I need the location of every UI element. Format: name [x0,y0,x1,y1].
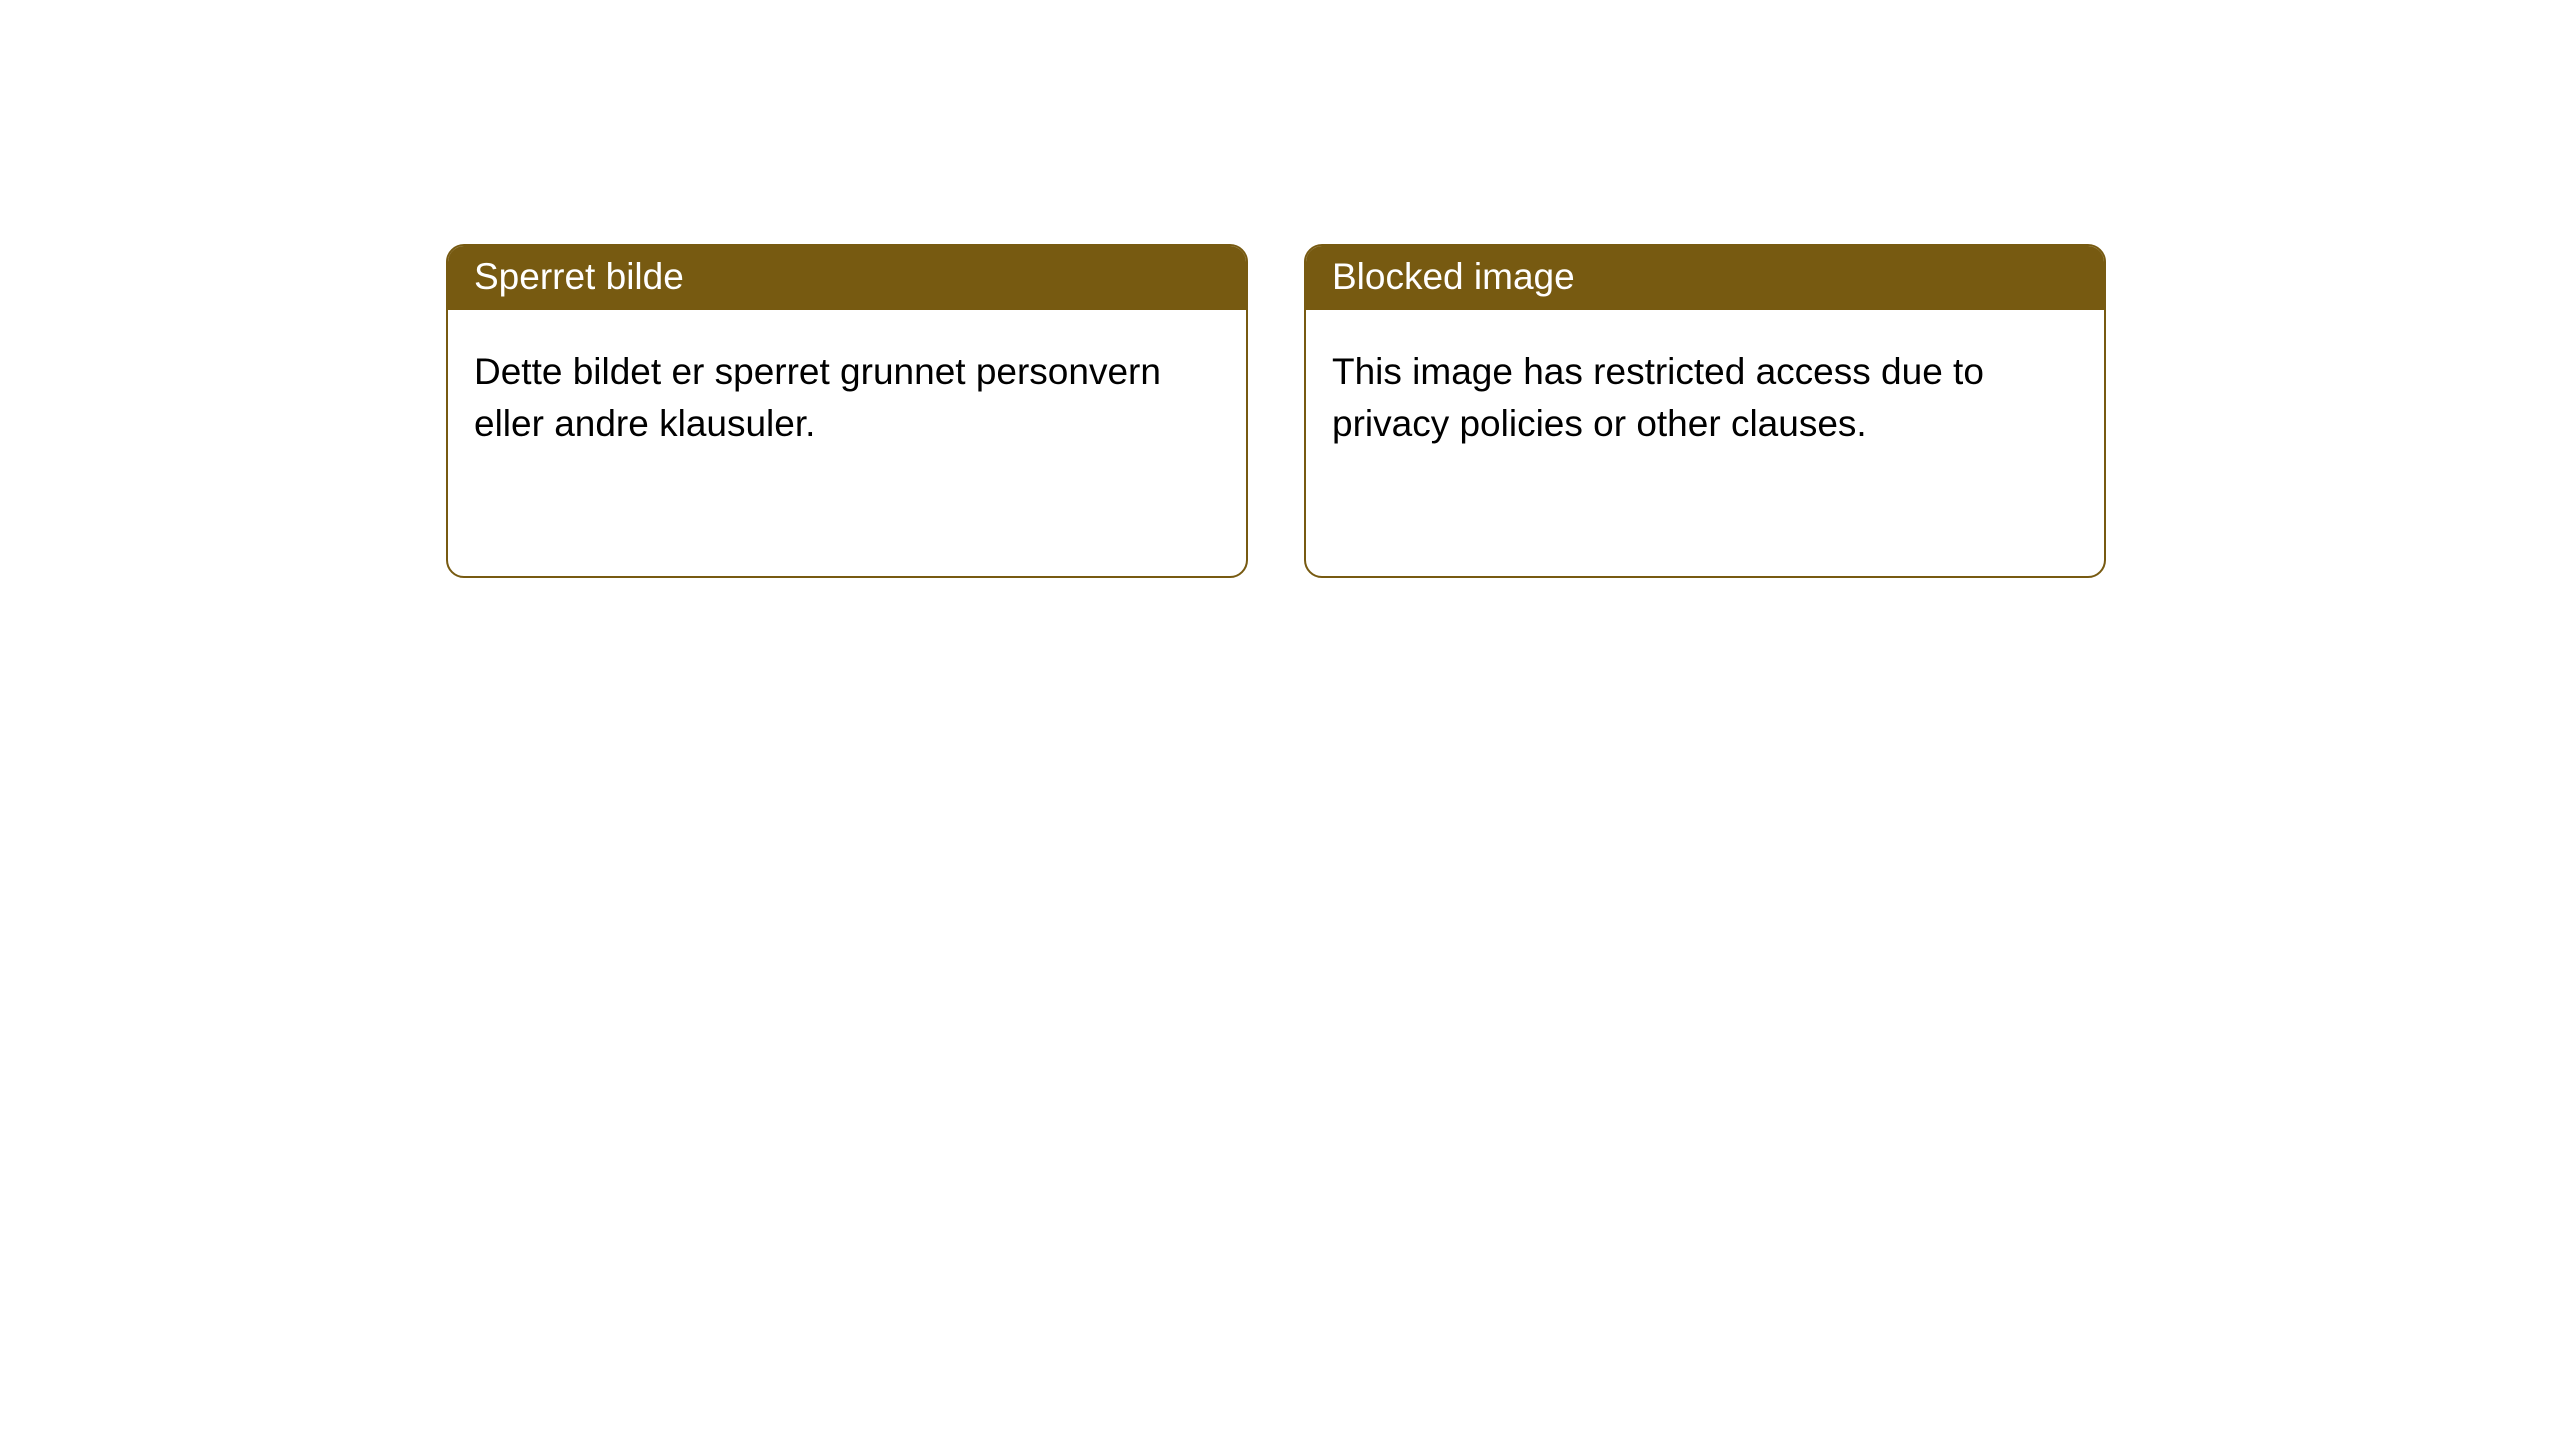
card-title: Sperret bilde [474,256,684,297]
card-message: This image has restricted access due to … [1332,351,1984,444]
card-body: Dette bildet er sperret grunnet personve… [448,310,1246,486]
card-header: Blocked image [1306,246,2104,310]
notice-container: Sperret bilde Dette bildet er sperret gr… [0,0,2560,578]
notice-card-norwegian: Sperret bilde Dette bildet er sperret gr… [446,244,1248,578]
notice-card-english: Blocked image This image has restricted … [1304,244,2106,578]
card-message: Dette bildet er sperret grunnet personve… [474,351,1161,444]
card-header: Sperret bilde [448,246,1246,310]
card-title: Blocked image [1332,256,1575,297]
card-body: This image has restricted access due to … [1306,310,2104,486]
